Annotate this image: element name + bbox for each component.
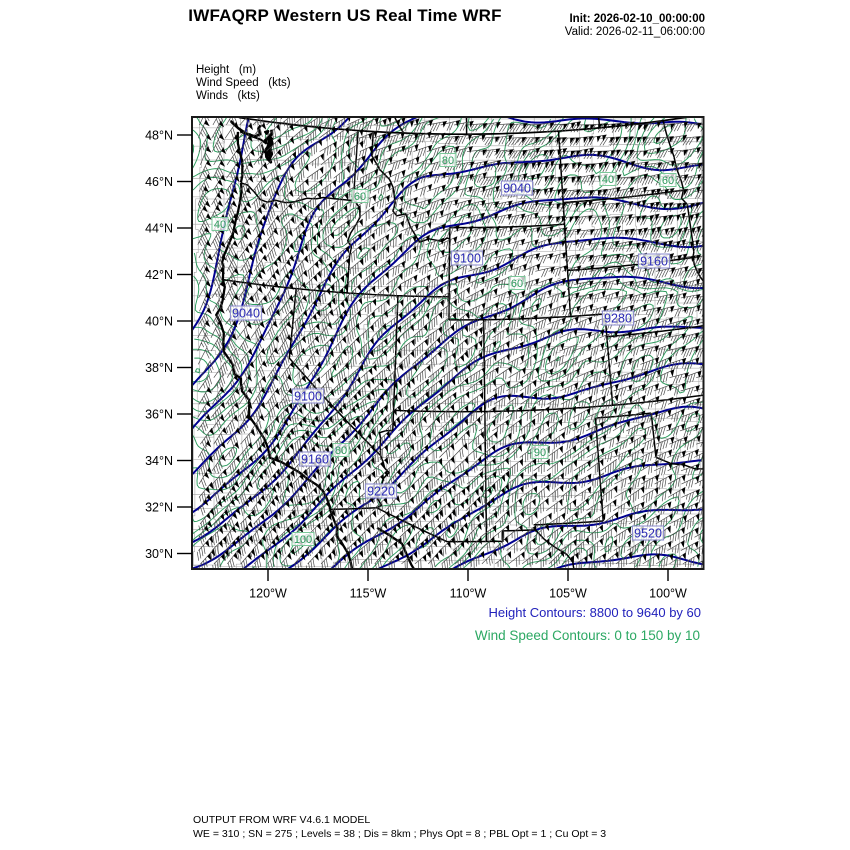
svg-text:60: 60	[662, 175, 674, 187]
svg-text:40: 40	[214, 219, 226, 231]
svg-text:60: 60	[354, 191, 366, 203]
svg-text:60: 60	[511, 278, 523, 290]
svg-text:9220: 9220	[367, 485, 395, 499]
svg-text:9520: 9520	[634, 527, 662, 541]
svg-text:9040: 9040	[232, 307, 260, 321]
svg-text:30°N: 30°N	[145, 547, 173, 561]
svg-text:40: 40	[602, 174, 614, 186]
svg-text:105°W: 105°W	[549, 587, 587, 601]
svg-text:100°W: 100°W	[649, 587, 687, 601]
svg-text:100: 100	[294, 534, 312, 546]
svg-text:90: 90	[534, 447, 546, 459]
svg-text:42°N: 42°N	[145, 268, 173, 282]
svg-text:44°N: 44°N	[145, 221, 173, 235]
svg-text:38°N: 38°N	[145, 361, 173, 375]
svg-text:115°W: 115°W	[350, 587, 387, 601]
svg-text:9280: 9280	[604, 312, 632, 326]
svg-text:40°N: 40°N	[145, 314, 173, 328]
svg-text:48°N: 48°N	[145, 128, 173, 142]
svg-text:32°N: 32°N	[145, 500, 173, 514]
svg-text:9100: 9100	[294, 390, 322, 404]
svg-text:9040: 9040	[503, 182, 531, 196]
svg-text:80: 80	[442, 155, 454, 167]
svg-text:46°N: 46°N	[145, 175, 173, 189]
svg-text:36°N: 36°N	[145, 407, 173, 421]
svg-text:9160: 9160	[301, 453, 329, 467]
svg-text:9100: 9100	[453, 252, 481, 266]
svg-text:80: 80	[335, 445, 347, 457]
svg-text:9160: 9160	[640, 255, 668, 269]
svg-text:110°W: 110°W	[450, 587, 487, 601]
svg-text:34°N: 34°N	[145, 454, 173, 468]
svg-text:120°W: 120°W	[249, 587, 287, 601]
